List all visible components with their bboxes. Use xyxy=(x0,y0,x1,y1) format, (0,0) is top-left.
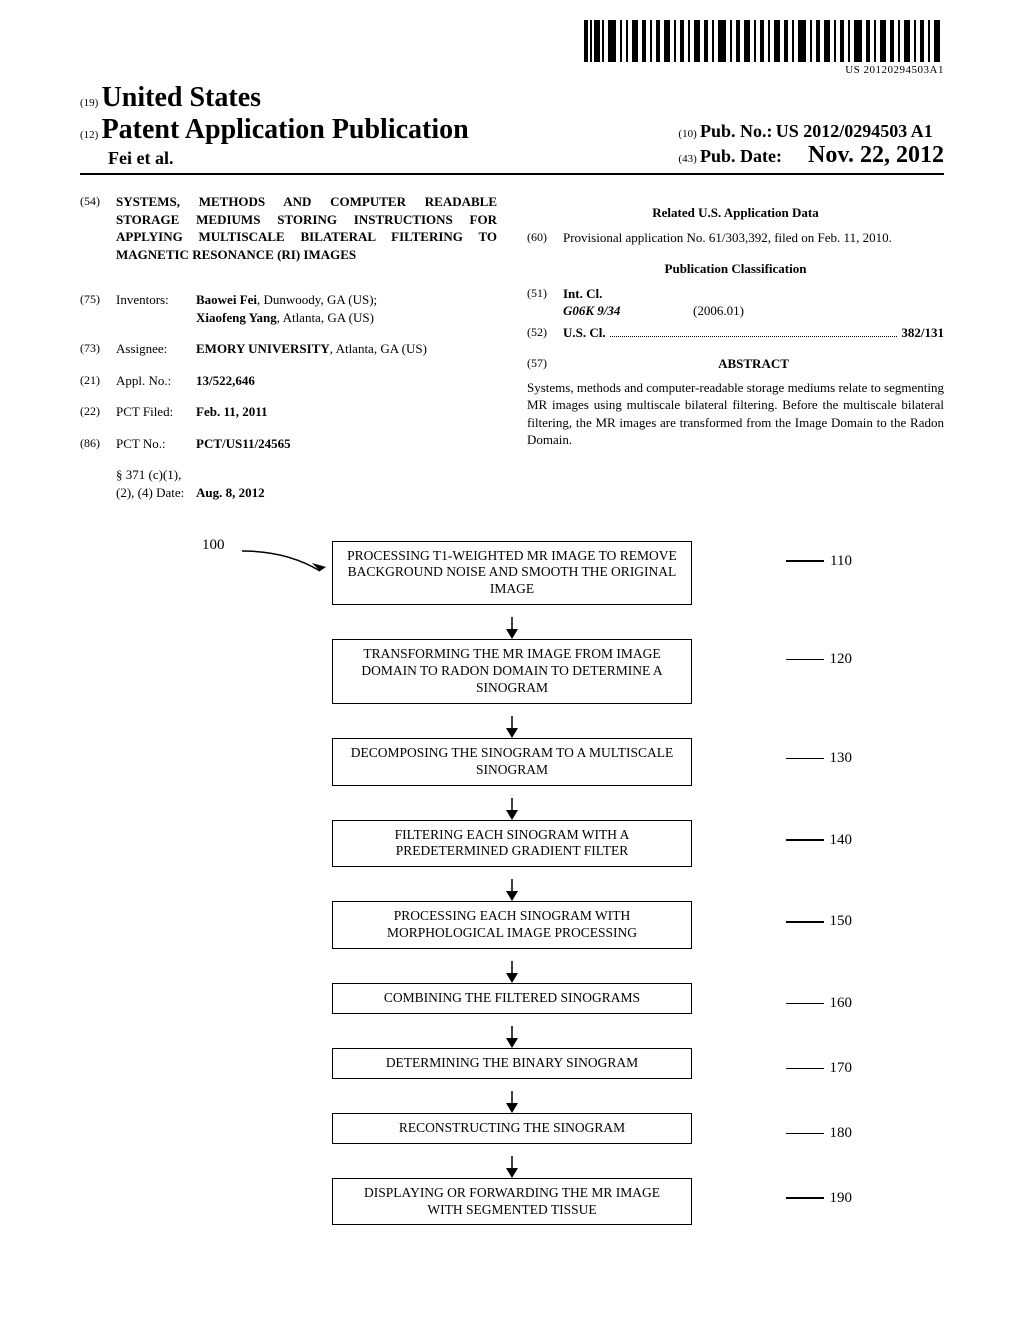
flow-step-number: 180 xyxy=(786,1125,853,1142)
flowchart: 100 PROCESSING T1-WEIGHTED MR IMAGE TO R… xyxy=(232,541,792,1226)
barcode-area: US 20120294503A1 xyxy=(80,20,944,77)
assignee-label: Assignee: xyxy=(116,340,196,358)
intcl-code: G06K 9/34 xyxy=(563,302,693,320)
flow-step: DECOMPOSING THE SINOGRAM TO A MULTISCALE… xyxy=(232,738,792,786)
header: (19) United States (12) Patent Applicati… xyxy=(80,82,944,175)
barcode-text: US 20120294503A1 xyxy=(584,64,944,76)
flow-box: COMBINING THE FILTERED SINOGRAMS xyxy=(332,983,692,1014)
header-left: (19) United States (12) Patent Applicati… xyxy=(80,82,678,169)
kind-code-10: (10) xyxy=(678,128,696,140)
dot-leader xyxy=(610,336,898,337)
pctfiled-value: Feb. 11, 2011 xyxy=(196,403,497,421)
flow-arrow-icon xyxy=(232,961,792,983)
flow-box: DETERMINING THE BINARY SINOGRAM xyxy=(332,1048,692,1079)
right-column: Related U.S. Application Data (60) Provi… xyxy=(527,193,944,516)
sect371-value: Aug. 8, 2012 xyxy=(196,484,497,502)
flow-step-number: 150 xyxy=(786,913,853,930)
inventor-1-name: Baowei Fei xyxy=(196,292,257,307)
intcl-date: (2006.01) xyxy=(693,302,744,320)
field-num-86: (86) xyxy=(80,435,116,453)
country-name: United States xyxy=(102,82,261,113)
flow-arrow-icon xyxy=(232,1156,792,1178)
sect371-label: § 371 (c)(1), (2), (4) Date: xyxy=(116,466,196,501)
abstract-label: ABSTRACT xyxy=(563,355,944,373)
flow-step: RECONSTRUCTING THE SINOGRAM180 xyxy=(232,1113,792,1144)
field-num-51: (51) xyxy=(527,285,563,320)
flow-box: DECOMPOSING THE SINOGRAM TO A MULTISCALE… xyxy=(332,738,692,786)
flow-arrow-icon xyxy=(232,1026,792,1048)
flow-step-number: 110 xyxy=(786,553,852,570)
pctno-label: PCT No.: xyxy=(116,435,196,453)
applno-value: 13/522,646 xyxy=(196,372,497,390)
flow-step: COMBINING THE FILTERED SINOGRAMS160 xyxy=(232,983,792,1014)
flowchart-label-100: 100 xyxy=(202,537,225,554)
biblio-columns: (54) SYSTEMS, METHODS AND COMPUTER READA… xyxy=(80,193,944,516)
inventor-2-name: Xiaofeng Yang xyxy=(196,310,277,325)
flow-box: PROCESSING T1-WEIGHTED MR IMAGE TO REMOV… xyxy=(332,541,692,606)
flow-step-number: 130 xyxy=(786,750,853,767)
flow-step: PROCESSING EACH SINOGRAM WITH MORPHOLOGI… xyxy=(232,901,792,949)
intcl-label: Int. Cl. xyxy=(563,285,944,303)
kind-code-12: (12) xyxy=(80,129,98,141)
flow-arrow-icon xyxy=(232,617,792,639)
kind-code-43: (43) xyxy=(678,153,696,165)
flow-step: PROCESSING T1-WEIGHTED MR IMAGE TO REMOV… xyxy=(232,541,792,606)
pctfiled-label: PCT Filed: xyxy=(116,403,196,421)
assignee-value: EMORY UNIVERSITY, Atlanta, GA (US) xyxy=(196,340,497,358)
field-num-75: (75) xyxy=(80,291,116,326)
classification-head: Publication Classification xyxy=(527,261,944,277)
flow-box: DISPLAYING OR FORWARDING THE MR IMAGE WI… xyxy=(332,1178,692,1226)
flow-step-number: 160 xyxy=(786,995,853,1012)
pub-num-value: US 2012/0294503 A1 xyxy=(776,121,933,141)
inventor-1-loc: , Dunwoody, GA (US); xyxy=(257,292,377,307)
field-num-54: (54) xyxy=(80,193,116,277)
flow-box: RECONSTRUCTING THE SINOGRAM xyxy=(332,1113,692,1144)
flow-step: TRANSFORMING THE MR IMAGE FROM IMAGE DOM… xyxy=(232,639,792,704)
applno-label: Appl. No.: xyxy=(116,372,196,390)
flow-step: FILTERING EACH SINOGRAM WITH A PREDETERM… xyxy=(232,820,792,868)
flow-arrow-icon xyxy=(232,879,792,901)
pctno-value: PCT/US11/24565 xyxy=(196,435,497,453)
pub-date-value: Nov. 22, 2012 xyxy=(808,142,944,168)
provisional-text: Provisional application No. 61/303,392, … xyxy=(563,229,944,247)
assignee-loc: , Atlanta, GA (US) xyxy=(330,341,427,356)
field-num-blank xyxy=(80,466,116,501)
flow-step: DISPLAYING OR FORWARDING THE MR IMAGE WI… xyxy=(232,1178,792,1226)
flow-step-number: 190 xyxy=(786,1190,853,1207)
uscl-value: 382/131 xyxy=(901,324,944,342)
flow-step-number: 120 xyxy=(786,651,853,668)
flow-arrow-icon xyxy=(232,716,792,738)
flow-step-number: 170 xyxy=(786,1060,853,1077)
barcode-svg xyxy=(584,20,944,62)
inventors-label: Inventors: xyxy=(116,291,196,326)
kind-code-19: (19) xyxy=(80,97,98,109)
flow-box: TRANSFORMING THE MR IMAGE FROM IMAGE DOM… xyxy=(332,639,692,704)
pub-date-label: Pub. Date: xyxy=(700,146,782,166)
flow-step-number: 140 xyxy=(786,832,853,849)
field-num-73: (73) xyxy=(80,340,116,358)
abstract-text: Systems, methods and computer-readable s… xyxy=(527,379,944,449)
left-column: (54) SYSTEMS, METHODS AND COMPUTER READA… xyxy=(80,193,497,516)
field-num-57: (57) xyxy=(527,355,563,373)
pub-num-label: Pub. No.: xyxy=(700,121,773,141)
field-num-22: (22) xyxy=(80,403,116,421)
flow-box: FILTERING EACH SINOGRAM WITH A PREDETERM… xyxy=(332,820,692,868)
flow-arrow-icon xyxy=(232,1091,792,1113)
field-num-52: (52) xyxy=(527,324,563,342)
flow-arrow-icon xyxy=(232,798,792,820)
barcode: US 20120294503A1 xyxy=(584,20,944,76)
field-num-21: (21) xyxy=(80,372,116,390)
flow-step: DETERMINING THE BINARY SINOGRAM170 xyxy=(232,1048,792,1079)
invention-title: SYSTEMS, METHODS AND COMPUTER READABLE S… xyxy=(116,193,497,263)
flow-box: PROCESSING EACH SINOGRAM WITH MORPHOLOGI… xyxy=(332,901,692,949)
publication-type: Patent Application Publication xyxy=(102,114,469,145)
field-num-60: (60) xyxy=(527,229,563,247)
inventor-2-loc: , Atlanta, GA (US) xyxy=(277,310,374,325)
related-head: Related U.S. Application Data xyxy=(527,205,944,221)
header-right: (10) Pub. No.: US 2012/0294503 A1 (43) P… xyxy=(678,121,944,169)
authors: Fei et al. xyxy=(80,148,678,169)
uscl-label: U.S. Cl. xyxy=(563,324,606,342)
assignee-name: EMORY UNIVERSITY xyxy=(196,341,330,356)
inventors-value: Baowei Fei, Dunwoody, GA (US); Xiaofeng … xyxy=(196,291,497,326)
